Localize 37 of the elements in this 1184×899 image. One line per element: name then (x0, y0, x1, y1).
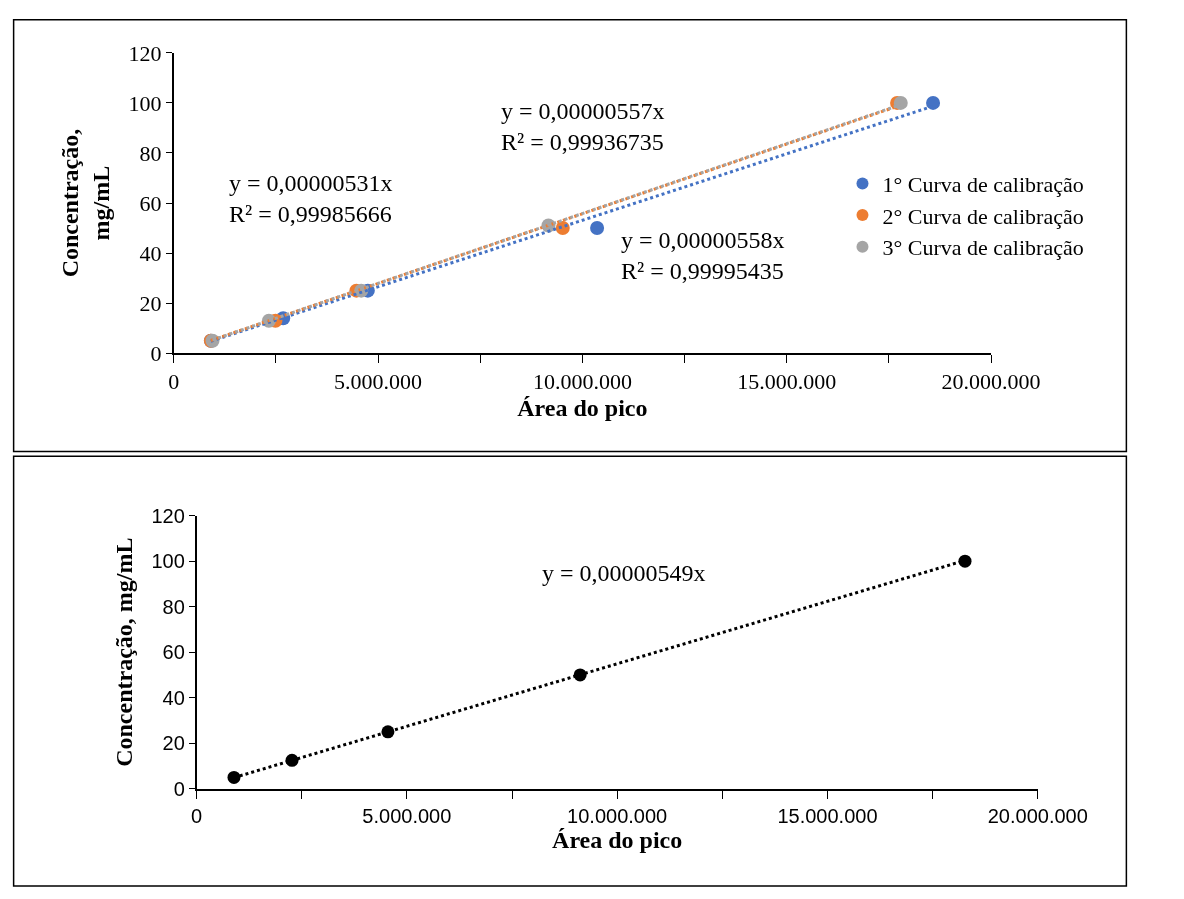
y-tick-label: 60 (139, 190, 162, 216)
point (227, 770, 241, 784)
point (590, 221, 605, 236)
y-tick-label: 0 (150, 340, 162, 366)
y-tick-label: 20 (162, 732, 185, 755)
x-tick-label: 10.000.000 (567, 804, 668, 827)
x-tick-label: 5.000.000 (334, 369, 423, 395)
y-tick-label: 80 (139, 140, 162, 166)
annotation: y = 0,00000558x R² = 0,99995435 (621, 227, 785, 285)
x-tick-label: 10.000.000 (532, 369, 632, 395)
annotation: y = 0,00000531x R² = 0,99985666 (229, 170, 393, 228)
x-tick-label: 0 (190, 804, 203, 827)
x-tick-label: 20.000.000 (987, 804, 1088, 827)
y-tick-label: 100 (151, 550, 185, 573)
x-tick-label: 5.000.000 (362, 804, 452, 827)
y-tick-label: 80 (162, 595, 185, 618)
point (926, 95, 941, 110)
legend-label: 3° Curva de calibração (882, 235, 1084, 261)
y-tick-label: 60 (162, 641, 185, 664)
y-tick-label: 0 (173, 777, 185, 800)
x-axis-title: Área do pico (517, 395, 648, 422)
x-axis-title: Área do pico (552, 827, 683, 854)
annotation: y = 0,00000549x (542, 560, 706, 586)
y-tick-label: 20 (139, 290, 162, 316)
x-tick-label: 15.000.000 (777, 804, 878, 827)
legend-label: 1° Curva de calibração (882, 172, 1084, 198)
annotation: y = 0,00000557x R² = 0,99936735 (501, 98, 665, 156)
y-tick-label: 120 (128, 40, 162, 66)
x-tick-label: 20.000.000 (941, 369, 1041, 395)
y-tick-label: 40 (139, 240, 162, 266)
y-tick-label: 120 (151, 504, 185, 527)
y-tick-label: 100 (128, 90, 162, 116)
y-axis-title: Concentração, mg/mL (56, 128, 115, 278)
y-tick-label: 40 (162, 686, 185, 709)
legend-label: 2° Curva de calibração (882, 203, 1084, 229)
y-axis-title: Concentração, mg/mL (111, 537, 138, 767)
x-tick-label: 15.000.000 (737, 369, 837, 395)
